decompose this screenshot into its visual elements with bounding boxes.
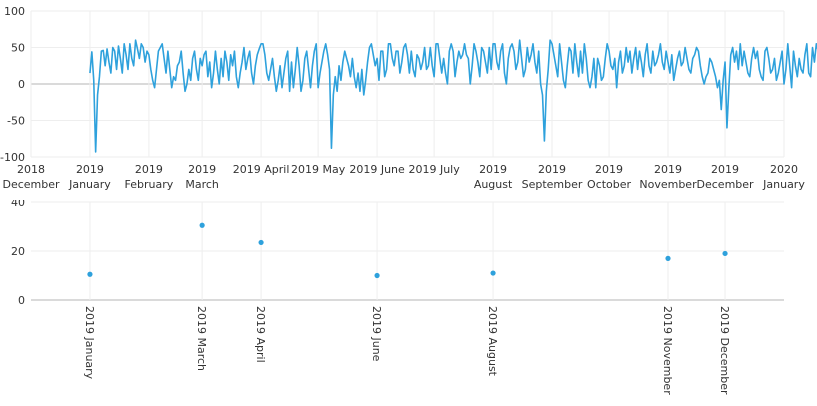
scatter-point	[258, 239, 264, 246]
y-tick-label: -50	[7, 115, 25, 128]
y-tick-label: -100	[0, 151, 25, 164]
x-tick-label: 2019 March	[195, 306, 208, 371]
scatter-point	[665, 255, 671, 261]
x-tick-label: 2019	[711, 163, 739, 176]
series-line	[89, 39, 817, 153]
x-tick-label: 2019 November	[661, 306, 674, 395]
scatter-point	[87, 271, 93, 277]
x-tick-label: January	[762, 178, 805, 191]
x-tick-label: 2019 June	[349, 163, 405, 176]
line-chart-y-axis: 100 50 0 -50 -100	[0, 5, 25, 164]
x-tick-label: February	[125, 178, 174, 191]
x-tick-label: 2019	[538, 163, 566, 176]
y-tick-label: 100	[4, 5, 25, 18]
scatter-chart-x-axis: 2019 January 2019 March 2019 April 2019 Jun…	[83, 306, 731, 395]
line-chart-grid	[30, 10, 785, 158]
y-tick-label: 0	[18, 78, 25, 91]
scatter-points	[87, 222, 728, 279]
x-tick-label: 2019 December	[718, 306, 731, 395]
x-tick-label: 2019 July	[408, 163, 460, 176]
x-tick-label: 2019 June	[370, 306, 383, 362]
x-tick-label: December	[697, 178, 755, 191]
x-tick-label: 2019	[595, 163, 623, 176]
x-tick-label: 2019 April	[254, 306, 267, 363]
x-tick-label: January	[68, 178, 111, 191]
x-tick-label: September	[522, 178, 583, 191]
x-tick-label: November	[639, 178, 697, 191]
y-tick-label: 20	[11, 245, 25, 258]
x-tick-label: December	[2, 178, 60, 191]
y-tick-label: 40	[11, 200, 25, 209]
scatter-chart-y-axis: 40 20 0	[11, 200, 25, 307]
x-tick-label: October	[587, 178, 631, 191]
x-tick-label: 2019	[654, 163, 682, 176]
scatter-point	[199, 222, 205, 228]
x-tick-label: 2020	[770, 163, 798, 176]
x-tick-label: 2018	[17, 163, 45, 176]
x-tick-label: March	[185, 178, 219, 191]
scatter-point	[722, 250, 728, 257]
x-tick-label: 2019 May	[291, 163, 346, 176]
scatter-point	[490, 270, 496, 276]
scatter-chart-grid	[31, 201, 784, 301]
scatter-point	[374, 272, 380, 279]
x-tick-label: 2019	[188, 163, 216, 176]
x-tick-label: 2019	[76, 163, 104, 176]
x-tick-label: 2019	[135, 163, 163, 176]
y-tick-label: 0	[18, 294, 25, 307]
y-tick-label: 50	[11, 42, 25, 55]
x-tick-label: 2019	[479, 163, 507, 176]
x-tick-label: 2019 April	[233, 163, 290, 176]
x-tick-label: August	[474, 178, 513, 191]
x-tick-label: 2019 January	[83, 306, 96, 380]
x-tick-label: 2019 August	[486, 306, 499, 377]
line-chart-x-axis: 2018 December 2019 January 2019 February 2019 M…	[2, 163, 805, 191]
